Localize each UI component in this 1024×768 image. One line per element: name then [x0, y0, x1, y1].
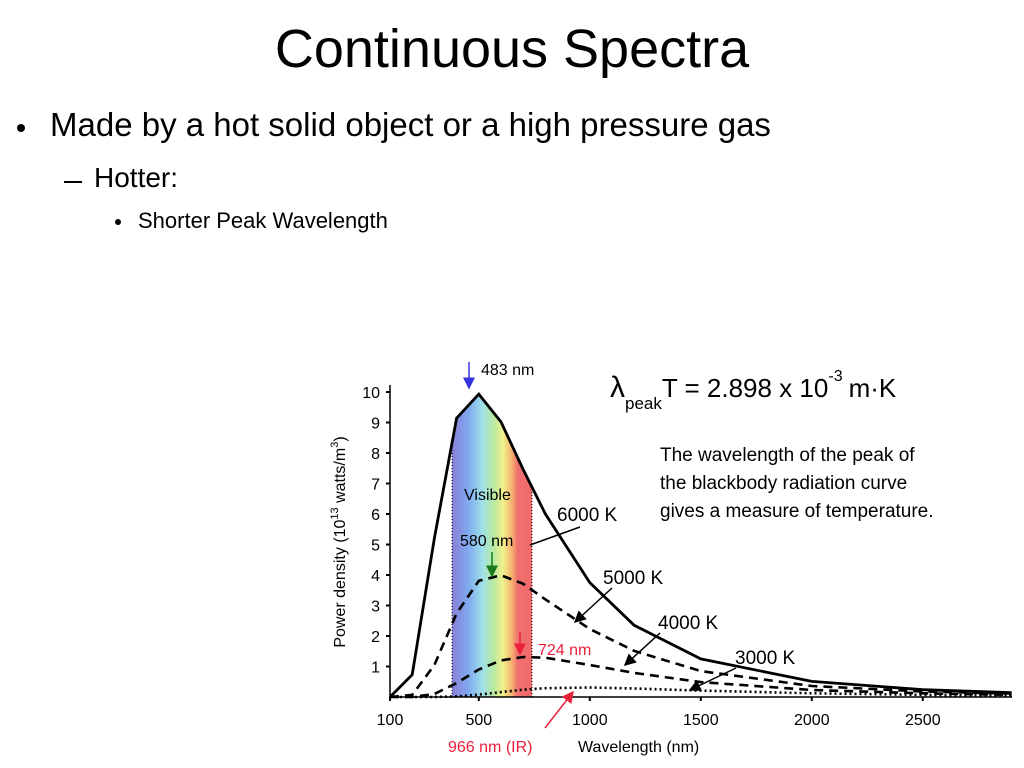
y-label-part: Power density (10 — [332, 520, 349, 648]
label-leader — [623, 632, 661, 667]
y-label-sup: 3 — [329, 442, 341, 448]
series-line — [389, 573, 1012, 699]
x-tick-label: 100 — [377, 712, 404, 729]
sub-sub-bullet-text: Shorter Peak Wavelength — [138, 208, 388, 233]
label-leader — [573, 587, 613, 624]
peak-arrow — [544, 690, 574, 729]
y-tick-label: 1 — [371, 660, 380, 677]
eq-sub: peak — [625, 394, 662, 413]
series-line — [390, 655, 1012, 699]
series-label: 3000 K — [735, 648, 796, 669]
sub-bullet-text: Hotter: — [94, 162, 179, 193]
bullet-text: Made by a hot solid object or a high pre… — [50, 106, 771, 143]
bullet-marker — [17, 124, 25, 132]
y-tick-label: 3 — [371, 599, 380, 616]
label-leader — [529, 526, 581, 546]
y-tick-label: 7 — [371, 477, 380, 494]
annotation: Visible — [464, 487, 511, 504]
y-tick-label: 6 — [371, 507, 380, 524]
annotation: 966 nm (IR) — [448, 739, 532, 756]
annotation: 580 nm — [460, 533, 513, 550]
y-tick-label: 8 — [371, 446, 380, 463]
y-tick-label: 4 — [371, 568, 380, 585]
x-axis-label: Wavelength (nm) — [578, 739, 699, 756]
eq-main: T = 2.898 x 10 — [662, 373, 828, 403]
sub-bullet-marker — [64, 181, 82, 183]
y-label-part: watts/m — [332, 448, 349, 508]
y-tick-label: 5 — [371, 538, 380, 555]
equation: λpeakT = 2.898 x 10-3 m·K — [610, 368, 897, 413]
x-tick-label: 500 — [465, 712, 492, 729]
eq-sup: -3 — [828, 368, 842, 385]
y-label-part: ) — [332, 436, 349, 441]
note-line: The wavelength of the peak of — [660, 445, 915, 466]
x-tick-label: 1500 — [683, 712, 719, 729]
y-label-sup: 13 — [329, 507, 341, 519]
y-tick-label: 2 — [371, 629, 380, 646]
series-label: 4000 K — [658, 613, 719, 634]
series-line — [389, 391, 1012, 698]
label-leader — [688, 667, 737, 691]
y-tick-label: 9 — [371, 416, 380, 433]
sub-sub-bullet-marker — [115, 219, 121, 225]
x-tick-label: 1000 — [572, 712, 608, 729]
eq-lambda: λ — [610, 371, 625, 404]
y-axis-label: Power density (1013 watts/m3) — [329, 436, 349, 647]
x-tick-label: 2000 — [794, 712, 830, 729]
annotation: 724 nm — [538, 642, 591, 659]
note-line: the blackbody radiation curve — [660, 473, 907, 494]
annotation: 483 nm — [481, 362, 534, 379]
series-label: 6000 K — [557, 505, 618, 526]
slide-title: Continuous Spectra — [274, 19, 750, 79]
series-label: 5000 K — [603, 568, 664, 589]
x-tick-label: 2500 — [905, 712, 941, 729]
note-line: gives a measure of temperature. — [660, 501, 934, 522]
eq-units: m·K — [849, 373, 897, 403]
y-tick-label: 10 — [362, 385, 380, 402]
